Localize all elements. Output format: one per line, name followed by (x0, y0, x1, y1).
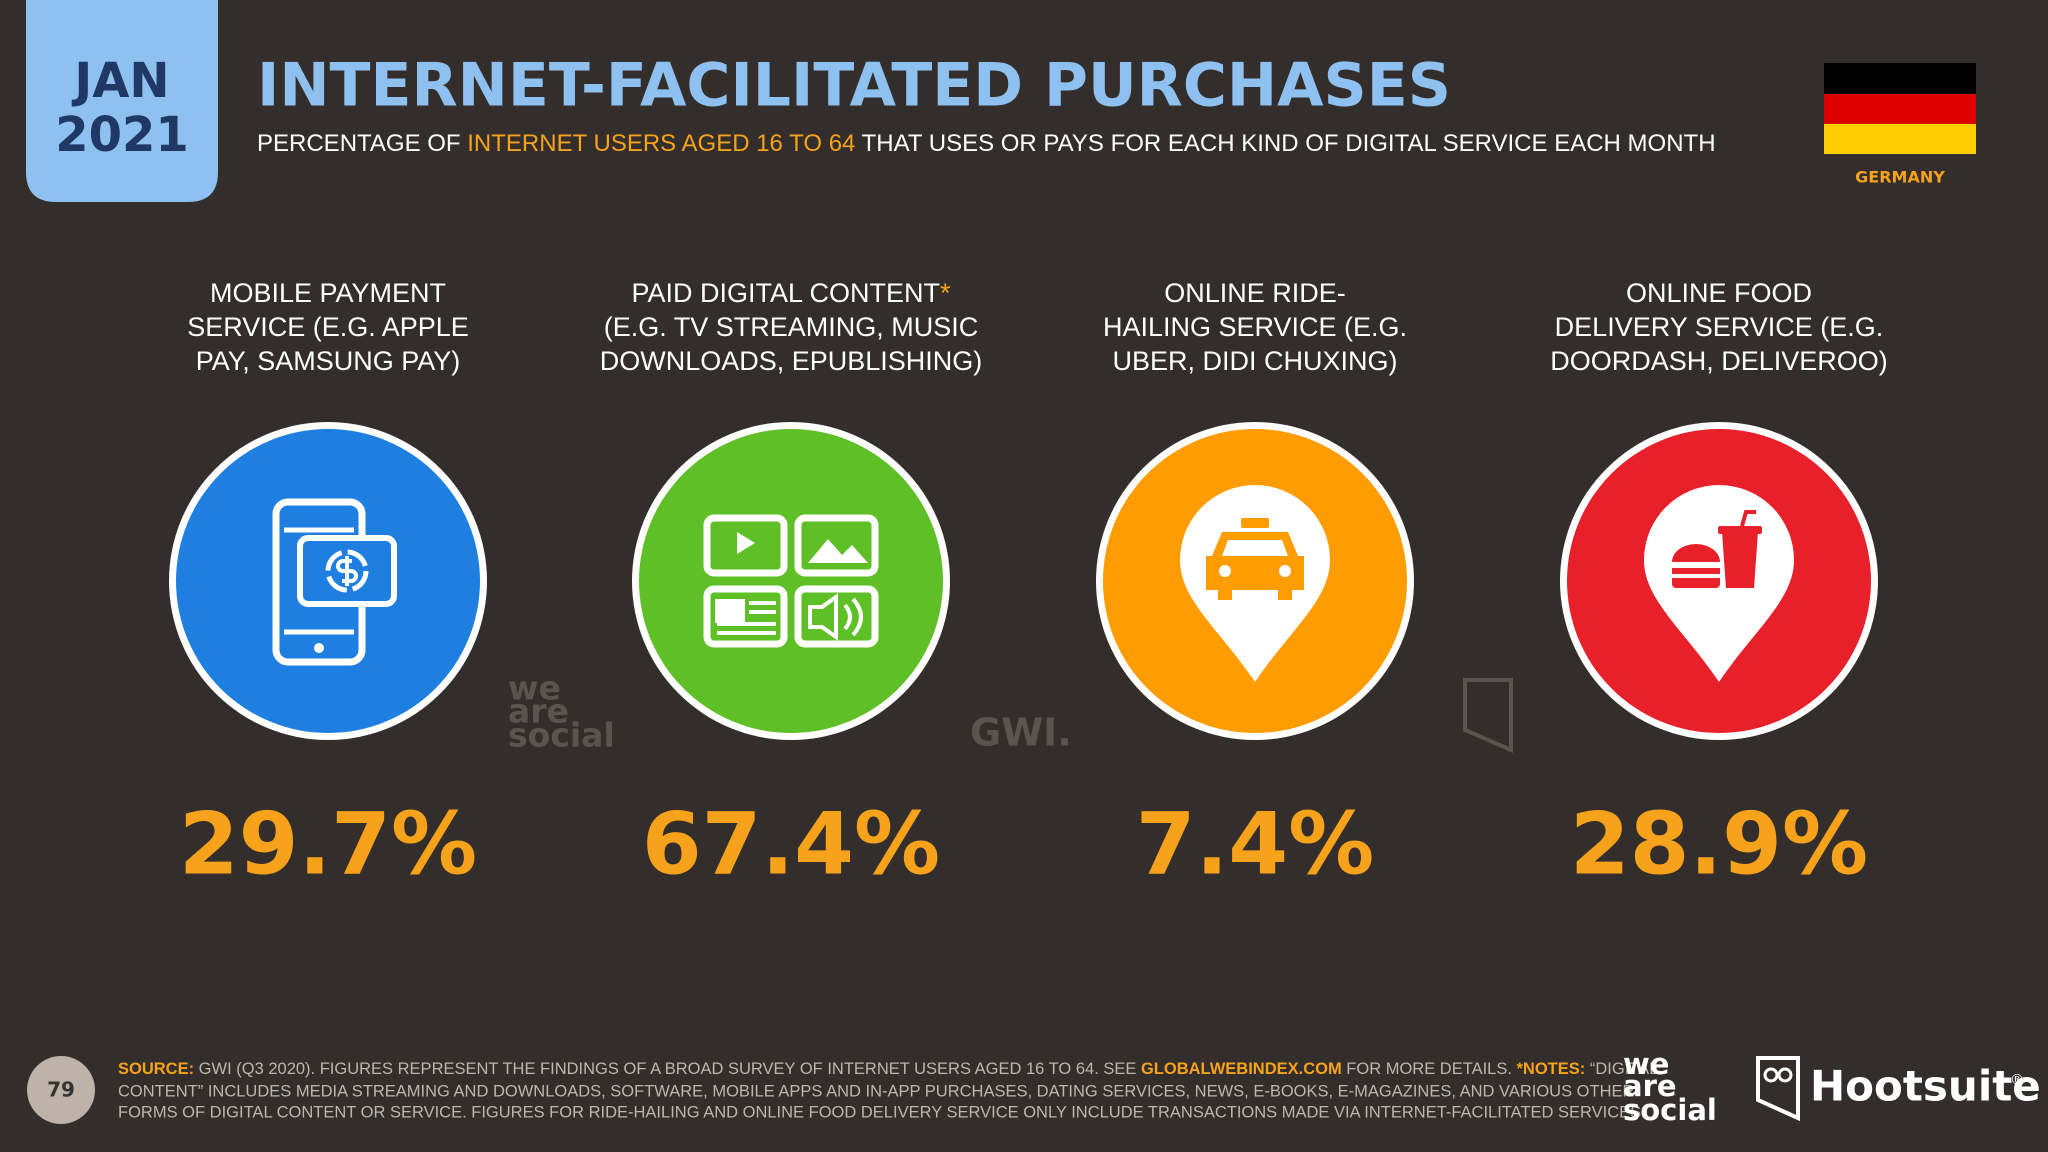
country: GERMANY (1855, 168, 1945, 187)
footer-text: “DIGITAL (1585, 1060, 1658, 1078)
subtitle: PERCENTAGE OF INTERNET USERS AGED 16 TO … (257, 130, 1716, 157)
stat-value: 67.4% (642, 794, 940, 894)
stat-value: 7.4% (1136, 794, 1375, 894)
icon-ride-hailing (1096, 422, 1414, 740)
logo-text: Hootsuite (1810, 1062, 2041, 1111)
watermark: social (508, 716, 615, 755)
stat-label: DOWNLOADS, EPUBLISHING) (600, 346, 983, 376)
stat-label: PAID DIGITAL CONTENT* (631, 278, 951, 308)
icon-food-delivery (1560, 422, 1878, 740)
stat-label-marker: * (940, 278, 951, 308)
stat-label-text: DELIVERY SERVICE (E.G. (1555, 312, 1884, 342)
watermark: are (508, 692, 569, 731)
page-number: 79 (47, 1078, 75, 1102)
date-badge (26, 0, 218, 202)
footer-line: FORMS OF DIGITAL CONTENT OR SERVICE. FIG… (118, 1103, 1646, 1121)
footer-text: GWI (Q3 2020). FIGURES REPRESENT THE FIN… (194, 1060, 1141, 1078)
stat-label-text: MOBILE PAYMENT (210, 278, 446, 308)
footer-notes-label: *NOTES: (1517, 1060, 1586, 1078)
watermark: we (508, 669, 561, 708)
stat-label: PAY, SAMSUNG PAY) (196, 346, 461, 376)
logo-we-are-social: we are social (1623, 1047, 1717, 1127)
stat-label-text: ONLINE FOOD (1626, 278, 1812, 308)
watermarks: we are social GWI. (508, 669, 1513, 755)
logo-hootsuite: Hootsuite ® (1756, 1056, 2041, 1122)
stat-label-text: UBER, DIDI CHUXING) (1112, 346, 1397, 376)
stat-label: (E.G. TV STREAMING, MUSIC (604, 312, 979, 342)
stat-label: HAILING SERVICE (E.G. (1103, 312, 1407, 342)
icon-mobile-payment (169, 422, 487, 740)
stats: MOBILE PAYMENT SERVICE (E.G. APPLE PAY, SA… (179, 278, 1888, 894)
stat-label: UBER, DIDI CHUXING) (1112, 346, 1397, 376)
stat-label-text: DOORDASH, DELIVEROO) (1550, 346, 1888, 376)
stat-label-text: DOWNLOADS, EPUBLISHING) (600, 346, 983, 376)
footer-link: GLOBALWEBINDEX.COM (1141, 1060, 1342, 1078)
stat-label: MOBILE PAYMENT (210, 278, 446, 308)
page-number-badge (27, 1056, 95, 1124)
stat-value: 29.7% (179, 794, 477, 894)
stat-label-text: ONLINE RIDE- (1164, 278, 1346, 308)
stat-label-text: PAID DIGITAL CONTENT (631, 278, 940, 308)
icon-digital-content (632, 422, 950, 740)
stat-label: ONLINE RIDE- (1164, 278, 1346, 308)
flag (1824, 63, 1976, 154)
logo-text: social (1623, 1093, 1717, 1127)
logo-registered: ® (2010, 1072, 2024, 1088)
stat-label-text: SERVICE (E.G. APPLE (187, 312, 469, 342)
footer-line: SOURCE: GWI (Q3 2020). FIGURES REPRESENT… (118, 1060, 1658, 1078)
stat-label-text: (E.G. TV STREAMING, MUSIC (604, 312, 979, 342)
subtitle-text: THAT USES OR PAYS FOR EACH KIND OF DIGIT… (855, 130, 1715, 157)
stat-label: DELIVERY SERVICE (E.G. (1555, 312, 1884, 342)
stat-label: DOORDASH, DELIVEROO) (1550, 346, 1888, 376)
stat-label-text: PAY, SAMSUNG PAY) (196, 346, 461, 376)
logo-text: we (1623, 1047, 1669, 1081)
subtitle-text: PERCENTAGE OF (257, 130, 467, 157)
title: INTERNET-FACILITATED PURCHASES (257, 51, 1451, 121)
watermark: GWI. (970, 711, 1072, 755)
subtitle-highlight: INTERNET USERS AGED 16 TO 64 (467, 130, 855, 157)
footer-text: FOR MORE DETAILS. (1342, 1060, 1517, 1078)
stat-value: 28.9% (1570, 794, 1868, 894)
stat-label: ONLINE FOOD (1626, 278, 1812, 308)
footer-line: CONTENT” INCLUDES MEDIA STREAMING AND DO… (118, 1082, 1634, 1100)
footer-source-label: SOURCE: (118, 1060, 194, 1078)
stat-label: SERVICE (E.G. APPLE (187, 312, 469, 342)
date-year: 2021 (55, 107, 189, 163)
logo-text: are (1623, 1069, 1677, 1103)
stat-label-text: HAILING SERVICE (E.G. (1103, 312, 1407, 342)
date-month: JAN (71, 53, 169, 109)
